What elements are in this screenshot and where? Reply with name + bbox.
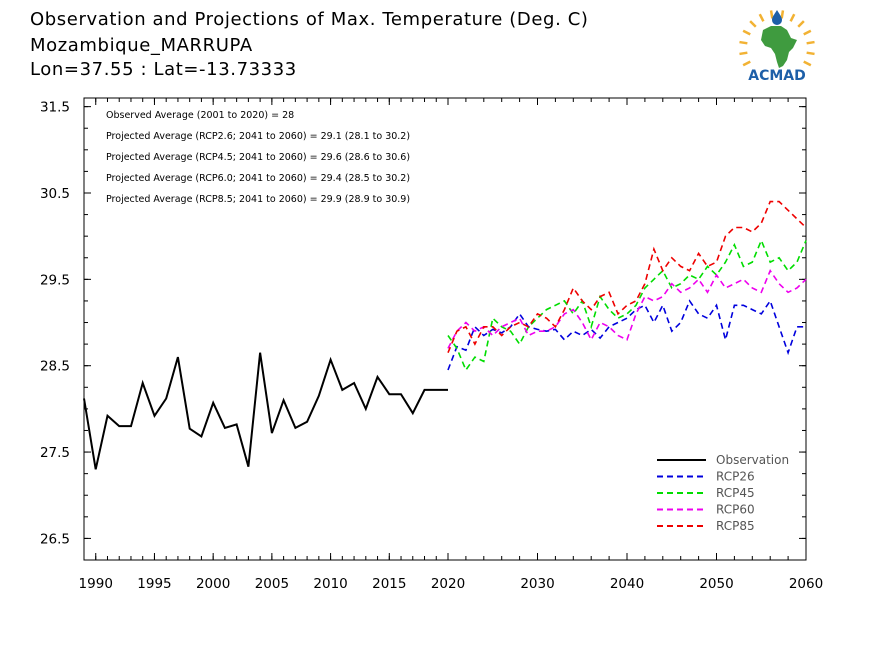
y-tick-label: 31.5 (40, 100, 70, 116)
sun-ray (739, 40, 748, 45)
x-tick-label: 1990 (79, 576, 113, 592)
y-tick-label: 29.5 (40, 272, 70, 288)
y-tick-label: 30.5 (40, 186, 70, 202)
coordinates-label: Lon=37.55 : Lat=-13.73333 (30, 59, 297, 80)
legend-label: Observation (716, 453, 789, 467)
series-line-rcp85 (447, 200, 807, 354)
sun-ray (803, 29, 812, 36)
annotation-block: Observed Average (2001 to 2020) = 28 Proj… (106, 110, 410, 205)
annotation-line: Projected Average (RCP4.5; 2041 to 2060)… (106, 152, 410, 163)
x-tick-label: 1995 (137, 576, 171, 592)
sun-ray (803, 60, 812, 67)
sun-ray (739, 51, 748, 56)
annotation-line: Observed Average (2001 to 2020) = 28 (106, 110, 294, 121)
x-tick-label: 2060 (789, 576, 823, 592)
annotation-line: Projected Average (RCP6.0; 2041 to 2060)… (106, 173, 410, 184)
legend-label: RCP60 (716, 503, 755, 517)
series-line-rcp45 (447, 238, 807, 372)
series-lines (83, 200, 807, 470)
sun-ray (749, 20, 757, 28)
acmad-logo-icon: ACMAD (739, 10, 815, 84)
x-tick-label: 2050 (699, 576, 733, 592)
sun-ray (742, 29, 751, 36)
x-tick-label: 2040 (610, 576, 644, 592)
legend: Observation RCP26 RCP45 RCP60 RCP85 (657, 453, 789, 533)
africa-icon (761, 26, 797, 68)
sun-ray (769, 10, 774, 19)
y-tick-label: 28.5 (40, 359, 70, 375)
sun-ray (806, 51, 815, 56)
axis-ticks: 26.5 27.5 28.5 29.5 30.5 31.5 1990 1995 2000 2005… (40, 98, 823, 592)
y-tick-label: 26.5 (40, 531, 70, 547)
series-line-rcp60 (447, 269, 807, 349)
x-tick-label: 2030 (520, 576, 554, 592)
legend-label: RCP85 (716, 519, 755, 533)
legend-label: RCP26 (716, 470, 755, 484)
plot-frame (83, 97, 807, 561)
legend-label: RCP45 (716, 486, 755, 500)
sun-ray (742, 60, 751, 67)
series-line-observation (83, 352, 448, 470)
sun-rays-icon (739, 10, 815, 67)
annotation-line: Projected Average (RCP8.5; 2041 to 2060)… (106, 194, 410, 205)
series-line-rcp26 (447, 299, 806, 371)
acmad-logo-text: ACMAD (748, 68, 806, 84)
sun-ray (806, 40, 815, 45)
x-tick-label: 2015 (372, 576, 406, 592)
sun-ray (758, 13, 765, 22)
location-label: Mozambique_MARRUPA (30, 35, 253, 56)
sun-ray (780, 10, 785, 19)
annotation-line: Projected Average (RCP2.6; 2041 to 2060)… (106, 131, 410, 142)
x-tick-label: 2020 (431, 576, 465, 592)
water-drop-icon (772, 10, 782, 25)
x-tick-label: 2000 (196, 576, 230, 592)
x-tick-label: 2010 (313, 576, 347, 592)
sun-ray (797, 20, 805, 28)
sun-ray (789, 13, 796, 22)
chart-title: Observation and Projections of Max. Temp… (30, 9, 589, 30)
y-tick-label: 27.5 (40, 445, 70, 461)
x-tick-label: 2005 (255, 576, 289, 592)
